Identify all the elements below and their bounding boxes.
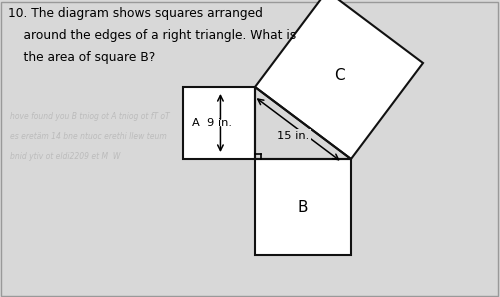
Text: 10. The diagram shows squares arranged: 10. The diagram shows squares arranged [8, 7, 263, 20]
Text: the area of square B?: the area of square B? [8, 51, 155, 64]
Polygon shape [255, 0, 423, 159]
Text: 15 in.: 15 in. [278, 131, 310, 141]
Text: around the edges of a right triangle. What is: around the edges of a right triangle. Wh… [8, 29, 296, 42]
Bar [255, 159, 351, 255]
Text: es eretäm 14 bne ntuoc erethi llew teum: es eretäm 14 bne ntuoc erethi llew teum [10, 132, 167, 141]
Bar [183, 87, 255, 159]
Text: B: B [298, 200, 308, 214]
Text: hove found you B tniog ot A tniog ot fT oT: hove found you B tniog ot A tniog ot fT … [10, 112, 170, 121]
Text: A  9 in.: A 9 in. [192, 118, 232, 128]
Text: bnid ytiv ot eldi2209 et M  W: bnid ytiv ot eldi2209 et M W [10, 152, 120, 161]
Text: C: C [334, 67, 344, 83]
